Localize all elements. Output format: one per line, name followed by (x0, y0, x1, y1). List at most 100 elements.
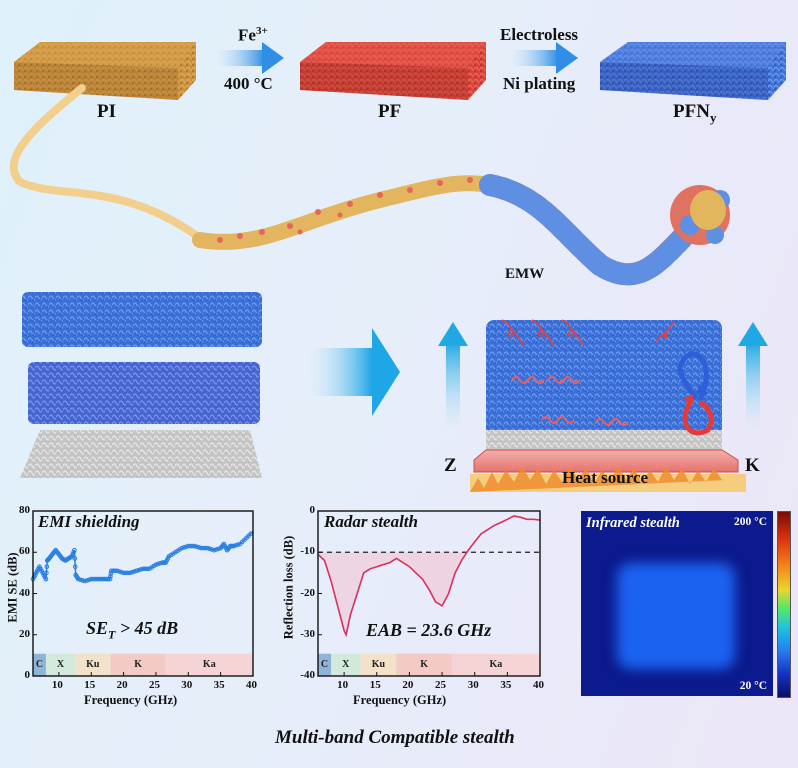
data-point (155, 561, 161, 567)
infrared-thermal-image: Infrared stealth 200 °C 20 °C (581, 511, 773, 696)
infrared-title: Infrared stealth (586, 515, 680, 531)
fiber-strand-illustration (9, 84, 730, 286)
figure-caption: Multi-band Compatible stealth (275, 727, 515, 748)
x-tick-label: 20 (116, 679, 128, 691)
emi-chart-title: EMI shielding (38, 512, 140, 531)
assembled-foam (473, 320, 739, 473)
data-point (72, 547, 77, 553)
data-point (201, 545, 206, 551)
data-point (86, 577, 92, 583)
data-point (123, 570, 129, 576)
data-point (188, 543, 193, 549)
max-temperature-label: 200 °C (733, 516, 767, 528)
radar-x-axis-title: Frequency (GHz) (353, 693, 447, 707)
step1-temperature-label: 400 °C (224, 74, 273, 93)
process-arrow-2 (508, 42, 578, 74)
thermal-sample-region (617, 563, 735, 669)
temperature-colorbar (777, 511, 791, 698)
process-arrow-1 (214, 42, 284, 74)
data-point (116, 569, 122, 574)
data-point (105, 576, 111, 582)
band-label-ka: Ka (202, 659, 216, 671)
y-tick-label: 40 (19, 586, 30, 599)
data-point (95, 576, 101, 582)
x-tick-label: 10 (337, 679, 349, 691)
data-point (233, 543, 239, 548)
data-point (114, 568, 120, 574)
band-ka (165, 653, 253, 676)
data-point (185, 543, 191, 549)
band-x (45, 653, 76, 676)
data-point (82, 578, 88, 584)
y-tick-label: 0 (309, 504, 316, 516)
k-heat-flow-arrow (738, 322, 768, 442)
data-point (44, 564, 50, 569)
data-point (134, 568, 139, 574)
mechanism-illustration (20, 292, 768, 492)
band-c (33, 653, 46, 676)
data-point (112, 568, 118, 574)
data-point (179, 545, 185, 551)
band-label-ku: Ku (371, 659, 386, 671)
data-point (91, 576, 96, 582)
band-label-c: C (35, 659, 44, 671)
data-point (198, 545, 204, 551)
band-label-c: C (320, 659, 329, 671)
data-point (108, 574, 113, 579)
radar-y-axis-title: Reflection loss (dB) (281, 535, 296, 640)
pi-label: PI (97, 101, 116, 122)
data-point (129, 569, 135, 575)
data-point (235, 542, 241, 547)
y-tick-label: 60 (19, 545, 30, 558)
data-point (84, 578, 90, 583)
x-tick-label: 40 (246, 679, 257, 691)
x-tick-label: 35 (213, 679, 225, 691)
band-c (318, 653, 332, 676)
synthesis-illustration (9, 42, 786, 286)
x-tick-label: 20 (402, 679, 414, 691)
band-ka (451, 653, 540, 676)
data-point (205, 545, 211, 551)
z-label: Z (444, 455, 457, 476)
data-point (93, 576, 98, 582)
data-point (132, 569, 137, 574)
data-point (145, 566, 150, 572)
data-point (44, 570, 49, 576)
bottom-pi-layer (20, 430, 262, 478)
data-point (153, 562, 159, 567)
x-tick-label: 30 (181, 679, 193, 691)
data-point (194, 544, 200, 550)
radar-plot-area (317, 510, 541, 677)
heat-source-label: Heat source (562, 468, 649, 487)
emw-label: EMW (505, 266, 545, 282)
y-tick-label: 0 (24, 669, 31, 681)
y-tick-label: 20 (19, 627, 30, 640)
emi-shielding-chart: EMI shielding SET > 45 dB EMI SE (dB) Fr… (0, 500, 270, 710)
emi-x-axis-title: Frequency (GHz) (84, 693, 178, 707)
data-point (190, 543, 195, 549)
step2-top-label: Electroless (500, 25, 579, 44)
data-point (140, 566, 146, 572)
data-series-line (317, 515, 541, 638)
band-label-k: K (420, 659, 428, 671)
data-point (72, 556, 78, 561)
x-tick-label: 30 (467, 679, 479, 691)
band-label-x: X (342, 659, 350, 671)
band-label-k: K (134, 659, 143, 671)
y-tick-label: -30 (300, 627, 315, 640)
data-point (231, 543, 236, 549)
pf-foam (300, 42, 486, 100)
pfny-label: PFNy (673, 101, 717, 125)
data-point (207, 546, 213, 552)
min-temperature-label: 20 °C (739, 680, 767, 692)
x-tick-label: 15 (369, 679, 381, 691)
x-tick-label: 15 (84, 679, 96, 691)
data-point (78, 577, 83, 583)
data-point (138, 567, 144, 572)
band-label-ku: Ku (86, 659, 100, 671)
data-point (209, 547, 215, 552)
absorption-region (318, 552, 540, 635)
emw-waves (501, 319, 675, 347)
data-point (72, 564, 78, 569)
